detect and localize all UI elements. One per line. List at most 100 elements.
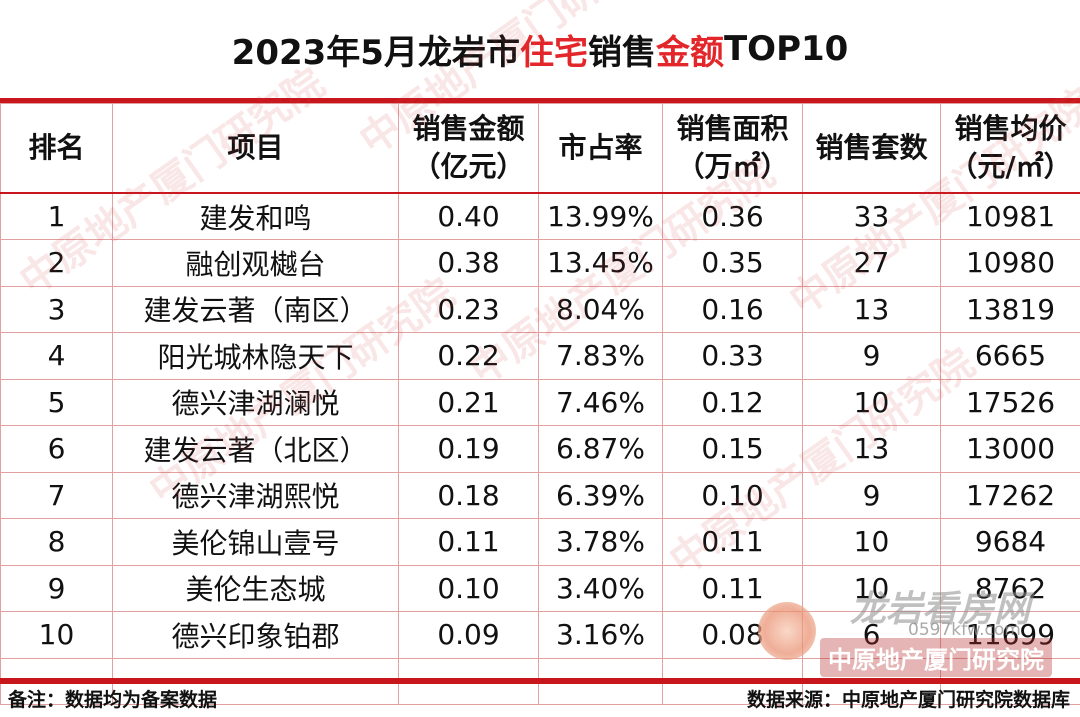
cell-rank: 4 [0, 332, 113, 380]
cell-units: 27 [802, 239, 941, 287]
cell-project: 美伦生态城 [112, 564, 399, 612]
table-row: 7 德兴津湖熙悦 0.18 6.39% 0.10 9 17262 [0, 471, 1080, 519]
sales-table: 排名 项目 销售金额 （亿元） 市占率 销售面积 （万㎡） 销售套数 销售均价 （元/… [0, 103, 1080, 705]
header-share: 市占率 [538, 103, 663, 194]
cell-project: 德兴津湖熙悦 [112, 471, 399, 519]
logo-org: 中原地产厦门研究院 [820, 638, 1052, 677]
cell-rank: 3 [0, 285, 113, 333]
cell-price: 10980 [940, 239, 1080, 287]
header-project: 项目 [112, 103, 399, 194]
cell-price: 13000 [940, 425, 1080, 473]
logo-badge-icon [758, 602, 816, 660]
cell-units: 13 [802, 425, 941, 473]
cell-units: 13 [802, 285, 941, 333]
header-area: 销售面积 （万㎡） [662, 103, 803, 194]
cell-project: 美伦锦山壹号 [112, 518, 399, 566]
header-amount: 销售金额 （亿元） [398, 103, 539, 194]
cell-share: 13.99% [538, 192, 663, 240]
cell-amount: 0.38 [398, 239, 539, 287]
table-row: 9 美伦生态城 0.10 3.40% 0.11 10 8762 [0, 564, 1080, 612]
cell-units: 33 [802, 192, 941, 240]
site-logo: 龙岩看房网 0597kfw.com 中原地产厦门研究院 [758, 580, 1075, 677]
table-title: 2023年5月龙岩市 住宅 销售 金额 TOP10 [0, 0, 1080, 98]
cell-amount: 0.21 [398, 378, 539, 426]
logo-domain: 0597kfw.com [908, 620, 1021, 640]
cell-share: 6.87% [538, 425, 663, 473]
table-row: 10 德兴印象铂郡 0.09 3.16% 0.08 6 11699 [0, 611, 1080, 659]
cell-project: 融创观樾台 [112, 239, 399, 287]
cell-share: 13.45% [538, 239, 663, 287]
title-part-1: 2023年5月龙岩市 [231, 32, 520, 73]
cell-share: 3.40% [538, 564, 663, 612]
cell-rank: 10 [0, 611, 113, 659]
cell-amount: 0.23 [398, 285, 539, 333]
cell-project: 德兴津湖澜悦 [112, 378, 399, 426]
cell-amount: 0.40 [398, 192, 539, 240]
cell-amount: 0.11 [398, 518, 539, 566]
cell-rank: 7 [0, 471, 113, 519]
cell-area: 0.33 [662, 332, 803, 380]
bottom-divider [0, 678, 1080, 684]
cell-rank: 9 [0, 564, 113, 612]
cell-units: 9 [802, 332, 941, 380]
cell-project: 建发云著（南区） [112, 285, 399, 333]
cell-price: 13819 [940, 285, 1080, 333]
cell-price: 10981 [940, 192, 1080, 240]
cell-share: 3.78% [538, 518, 663, 566]
table-row: 5 德兴津湖澜悦 0.21 7.46% 0.12 10 17526 [0, 378, 1080, 426]
table-row: 2 融创观樾台 0.38 13.45% 0.35 27 10980 [0, 239, 1080, 287]
cell-area: 0.10 [662, 471, 803, 519]
cell-amount: 0.09 [398, 611, 539, 659]
cell-amount: 0.19 [398, 425, 539, 473]
table-row: 1 建发和鸣 0.40 13.99% 0.36 33 10981 [0, 192, 1080, 240]
header-price: 销售均价 （元/㎡） [940, 103, 1080, 194]
cell-price: 9684 [940, 518, 1080, 566]
footer-source: 数据来源：中原地产厦门研究院数据库 [746, 689, 1070, 711]
title-part-4: 金额 [655, 32, 724, 73]
cell-project: 建发和鸣 [112, 192, 399, 240]
cell-price: 17526 [940, 378, 1080, 426]
cell-units: 9 [802, 471, 941, 519]
cell-project: 建发云著（北区） [112, 425, 399, 473]
cell-rank: 2 [0, 239, 113, 287]
cell-amount: 0.18 [398, 471, 539, 519]
cell-price: 6665 [940, 332, 1080, 380]
header-units: 销售套数 [802, 103, 941, 194]
cell-rank: 1 [0, 192, 113, 240]
cell-share: 6.39% [538, 471, 663, 519]
table-row: 3 建发云著（南区） 0.23 8.04% 0.16 13 13819 [0, 285, 1080, 333]
cell-price: 17262 [940, 471, 1080, 519]
cell-price: 8762 [940, 564, 1080, 612]
top-divider [0, 98, 1080, 103]
table-row: 6 建发云著（北区） 0.19 6.87% 0.15 13 13000 [0, 425, 1080, 473]
cell-share: 7.46% [538, 378, 663, 426]
cell-area: 0.36 [662, 192, 803, 240]
logo-brand: 龙岩看房网 [850, 589, 1031, 630]
cell-area: 0.15 [662, 425, 803, 473]
cell-area: 0.16 [662, 285, 803, 333]
cell-amount: 0.22 [398, 332, 539, 380]
title-part-2: 住宅 [519, 32, 588, 73]
cell-rank: 8 [0, 518, 113, 566]
cell-area: 0.35 [662, 239, 803, 287]
cell-share: 7.83% [538, 332, 663, 380]
cell-area: 0.12 [662, 378, 803, 426]
cell-units: 10 [802, 564, 941, 612]
cell-units: 6 [802, 611, 941, 659]
header-row: 排名 项目 销售金额 （亿元） 市占率 销售面积 （万㎡） 销售套数 销售均价 （元/… [0, 103, 1080, 194]
cell-amount: 0.10 [398, 564, 539, 612]
cell-area: 0.11 [662, 518, 803, 566]
cell-share: 8.04% [538, 285, 663, 333]
cell-units: 10 [802, 378, 941, 426]
cell-project: 阳光城林隐天下 [112, 332, 399, 380]
title-part-5: TOP10 [723, 29, 849, 69]
title-part-3: 销售 [587, 32, 656, 73]
table-row: 4 阳光城林隐天下 0.22 7.83% 0.33 9 6665 [0, 332, 1080, 380]
cell-rank: 6 [0, 425, 113, 473]
table-row: 8 美伦锦山壹号 0.11 3.78% 0.11 10 9684 [0, 518, 1080, 566]
cell-units: 10 [802, 518, 941, 566]
footer-note: 备注：数据均为备案数据 [8, 689, 218, 711]
cell-rank: 5 [0, 378, 113, 426]
cell-project: 德兴印象铂郡 [112, 611, 399, 659]
header-rank: 排名 [0, 103, 113, 194]
